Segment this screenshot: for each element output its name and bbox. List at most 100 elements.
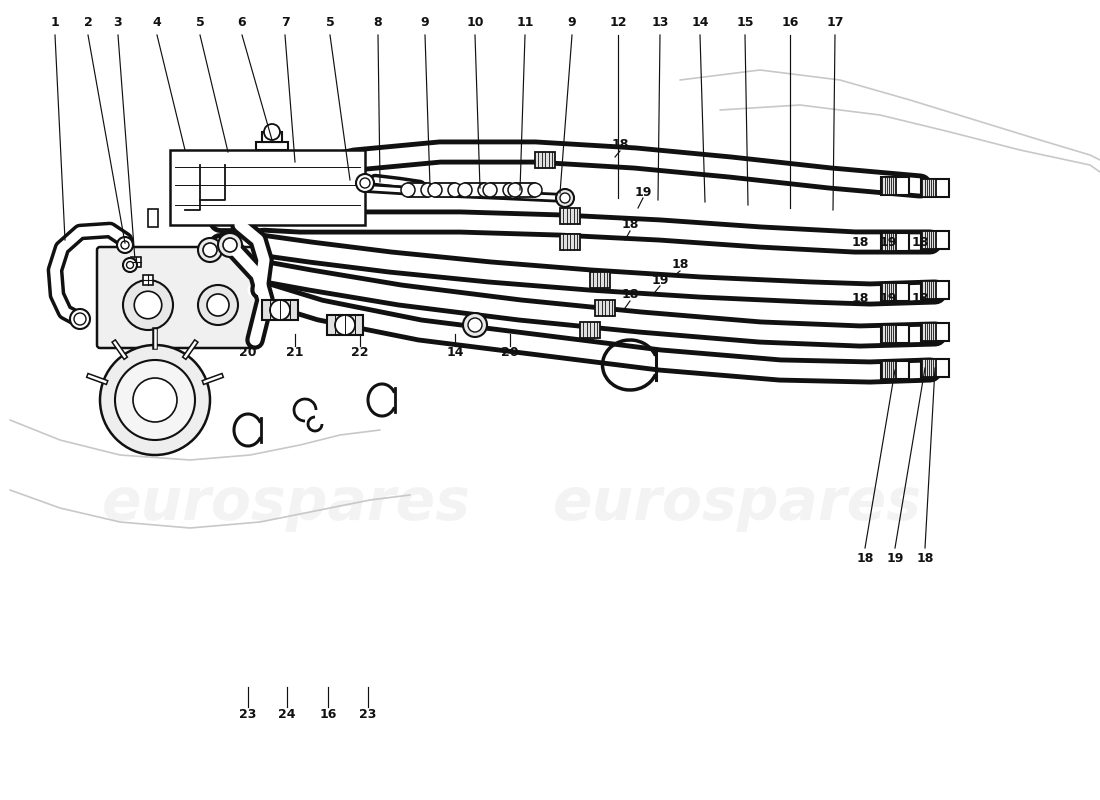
Bar	[465, 183, 485, 197]
Bar	[921, 231, 949, 249]
Circle shape	[223, 238, 236, 252]
Text: eurospares: eurospares	[552, 475, 922, 533]
Circle shape	[336, 315, 355, 335]
Bar	[434, 183, 455, 197]
Circle shape	[126, 262, 133, 269]
Circle shape	[503, 183, 517, 197]
Text: 19: 19	[887, 551, 904, 565]
Bar	[882, 325, 896, 343]
Circle shape	[198, 285, 238, 325]
Circle shape	[123, 258, 138, 272]
Text: 2: 2	[84, 17, 92, 30]
Bar	[921, 323, 949, 341]
Text: 20: 20	[502, 346, 519, 358]
Bar	[262, 132, 282, 142]
Bar	[921, 179, 949, 197]
Bar	[256, 142, 288, 150]
Circle shape	[270, 300, 290, 320]
Circle shape	[360, 178, 370, 188]
Text: 14: 14	[691, 17, 708, 30]
Text: 19: 19	[879, 235, 896, 249]
Text: 18: 18	[612, 138, 629, 151]
Circle shape	[402, 183, 415, 197]
Text: 18: 18	[916, 551, 934, 565]
Text: 24: 24	[278, 709, 296, 722]
Bar	[580, 322, 600, 338]
Circle shape	[421, 183, 434, 197]
Circle shape	[264, 124, 280, 140]
Circle shape	[74, 313, 86, 325]
Text: 20: 20	[240, 346, 256, 358]
Bar	[535, 152, 556, 168]
Text: 12: 12	[609, 17, 627, 30]
Circle shape	[458, 183, 472, 197]
Text: 18: 18	[621, 289, 639, 302]
Bar	[143, 275, 153, 285]
Bar	[922, 281, 936, 299]
Text: 17: 17	[826, 17, 844, 30]
Circle shape	[483, 183, 497, 197]
Bar	[262, 300, 298, 320]
Bar	[595, 300, 615, 316]
Circle shape	[121, 241, 129, 249]
Text: 18: 18	[851, 235, 869, 249]
Circle shape	[463, 313, 487, 337]
Bar	[515, 183, 535, 197]
Text: 8: 8	[374, 17, 383, 30]
Text: 23: 23	[360, 709, 376, 722]
Circle shape	[204, 243, 217, 257]
Circle shape	[100, 345, 210, 455]
Text: 11: 11	[516, 17, 534, 30]
Text: 7: 7	[280, 17, 289, 30]
Text: 18: 18	[671, 258, 689, 271]
Bar	[881, 233, 909, 251]
Bar	[921, 281, 949, 299]
Bar	[881, 325, 909, 343]
Circle shape	[70, 309, 90, 329]
Circle shape	[356, 174, 374, 192]
Circle shape	[556, 189, 574, 207]
Text: 9: 9	[420, 17, 429, 30]
Text: 18: 18	[911, 235, 928, 249]
Text: 6: 6	[238, 17, 246, 30]
Bar	[170, 150, 365, 225]
Bar	[327, 315, 363, 335]
Text: 5: 5	[196, 17, 205, 30]
Text: 19: 19	[635, 186, 651, 198]
Text: 4: 4	[153, 17, 162, 30]
Bar	[922, 359, 936, 377]
Circle shape	[133, 378, 177, 422]
Circle shape	[468, 318, 482, 332]
Text: 23: 23	[240, 709, 256, 722]
Bar	[921, 359, 949, 377]
Text: 9: 9	[568, 17, 576, 30]
Circle shape	[478, 183, 492, 197]
Text: 18: 18	[856, 551, 873, 565]
Circle shape	[116, 360, 195, 440]
Circle shape	[123, 280, 173, 330]
FancyBboxPatch shape	[97, 247, 258, 348]
Bar	[490, 183, 510, 197]
Text: 18: 18	[911, 291, 928, 305]
Circle shape	[560, 193, 570, 203]
Text: 3: 3	[113, 17, 122, 30]
Bar	[148, 209, 158, 227]
Bar	[882, 177, 896, 195]
Text: 19: 19	[879, 291, 896, 305]
Bar	[881, 361, 909, 379]
Bar	[408, 183, 428, 197]
Bar	[882, 361, 896, 379]
Circle shape	[428, 183, 442, 197]
Bar	[922, 323, 936, 341]
Text: 14: 14	[447, 346, 464, 358]
Text: eurospares: eurospares	[101, 475, 471, 533]
Circle shape	[508, 183, 522, 197]
Text: 16: 16	[319, 709, 337, 722]
Bar	[590, 272, 610, 288]
Text: 5: 5	[326, 17, 334, 30]
Bar	[881, 177, 909, 195]
Bar	[882, 233, 896, 251]
Text: 13: 13	[651, 17, 669, 30]
Bar	[882, 283, 896, 301]
Bar	[922, 179, 936, 197]
